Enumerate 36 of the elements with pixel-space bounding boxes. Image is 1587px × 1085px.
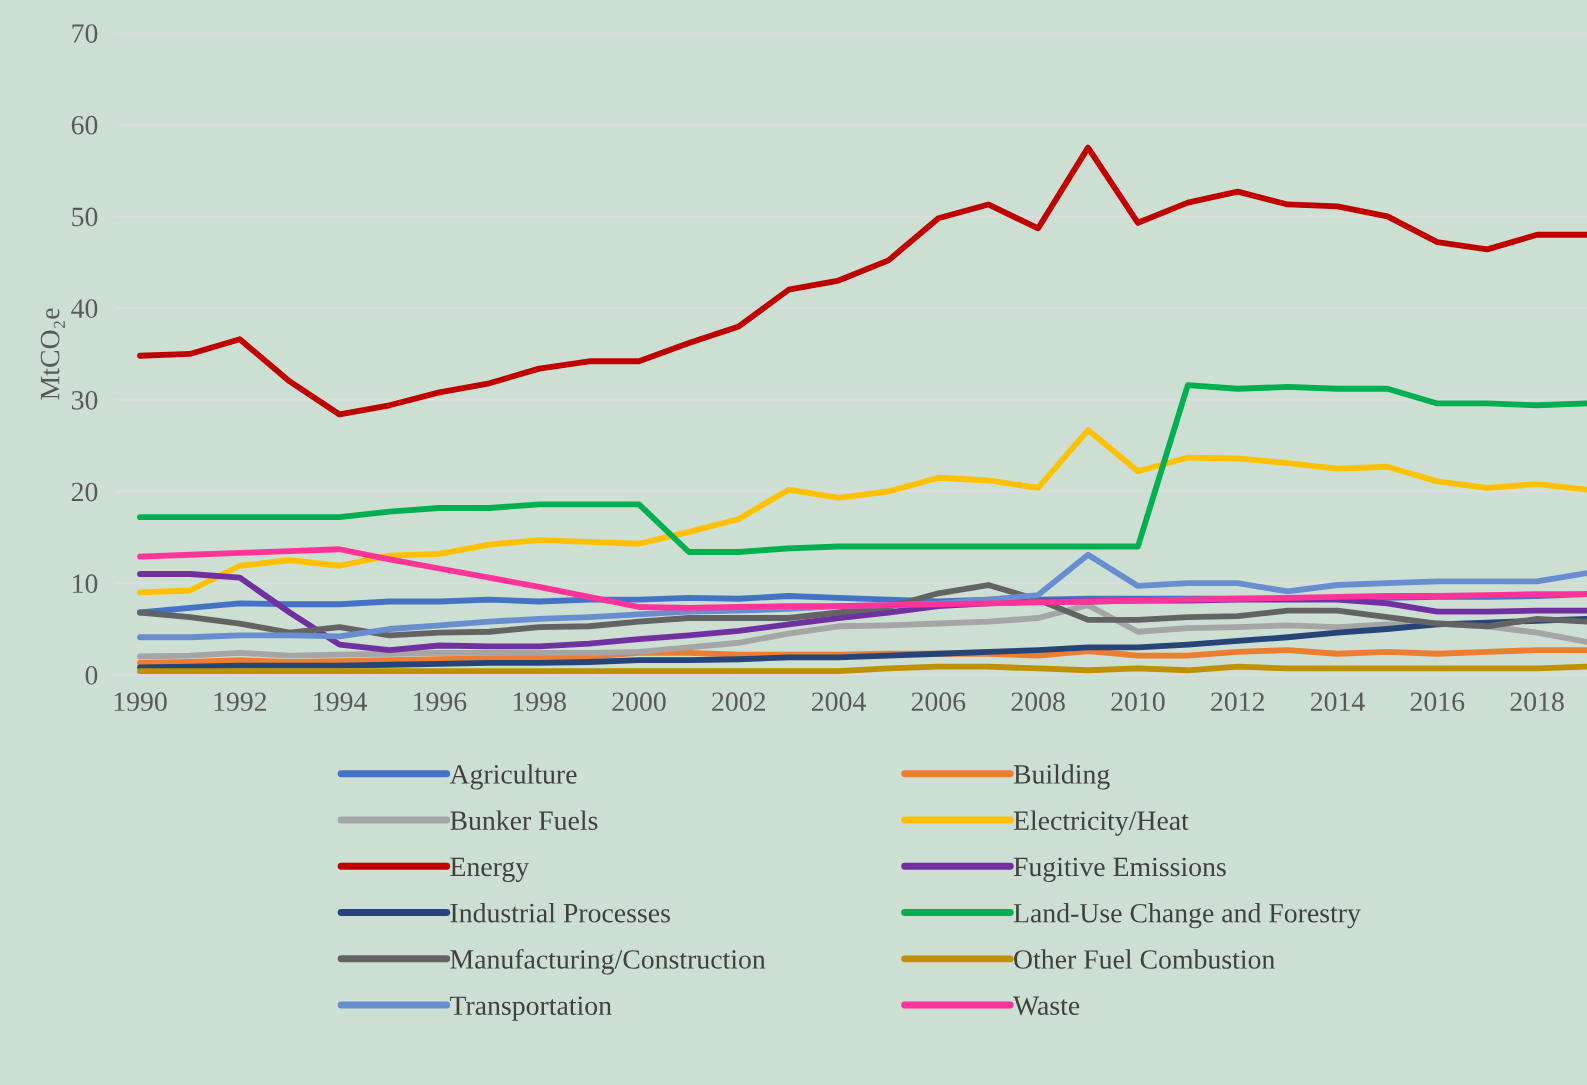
legend-label: Waste: [1013, 996, 1080, 1016]
legend-label: Land-Use Change and Forestry: [1013, 903, 1361, 929]
legend-label: Transportation: [449, 996, 612, 1021]
x-tick-label: 2002: [712, 692, 766, 712]
legend-label: Industrial Processes: [450, 902, 670, 923]
x-tick-label: 2018: [1510, 692, 1564, 712]
y-axis-title: MtCO₂e: [40, 308, 65, 400]
x-tick-label: 2012: [1211, 692, 1264, 712]
y-tick-label: 30: [71, 390, 98, 410]
legend-label: Other Fuel Combustion: [1014, 949, 1275, 969]
x-tick-label: 1994: [314, 692, 367, 712]
x-tick-label: 2014: [1310, 692, 1365, 712]
y-tick-label: 40: [71, 299, 98, 318]
x-tick-label: 1998: [513, 692, 566, 712]
legend-label: Electricity/Heat: [1013, 810, 1189, 836]
x-tick-label: 1990: [114, 692, 167, 712]
y-tick-label: 50: [72, 207, 98, 227]
x-tick-label: 1996: [414, 692, 467, 712]
x-tick-label: 2008: [1011, 692, 1065, 712]
y-tick-label: 20: [71, 482, 98, 502]
x-tick-label: 1992: [214, 692, 267, 712]
x-tick-label: 2006: [911, 692, 966, 712]
y-tick-label: 60: [71, 115, 98, 135]
legend-label: Manufacturing/Construction: [450, 948, 766, 975]
legend-label: Agriculture: [449, 764, 577, 790]
y-tick-label: 10: [73, 574, 98, 594]
x-tick-label: 2004: [812, 692, 866, 712]
x-tick-label: 2010: [1111, 692, 1165, 712]
y-tick-label: 70: [72, 24, 98, 43]
legend-label: Energy: [450, 857, 530, 882]
legend-label: Building: [1013, 764, 1110, 790]
legend-label: Fugitive Emissions: [1013, 857, 1226, 883]
y-tick-label: 0: [85, 666, 98, 685]
x-tick-label: 2016: [1410, 692, 1465, 712]
legend-label: Bunker Fuels: [450, 810, 598, 831]
x-tick-label: 2000: [612, 692, 666, 712]
